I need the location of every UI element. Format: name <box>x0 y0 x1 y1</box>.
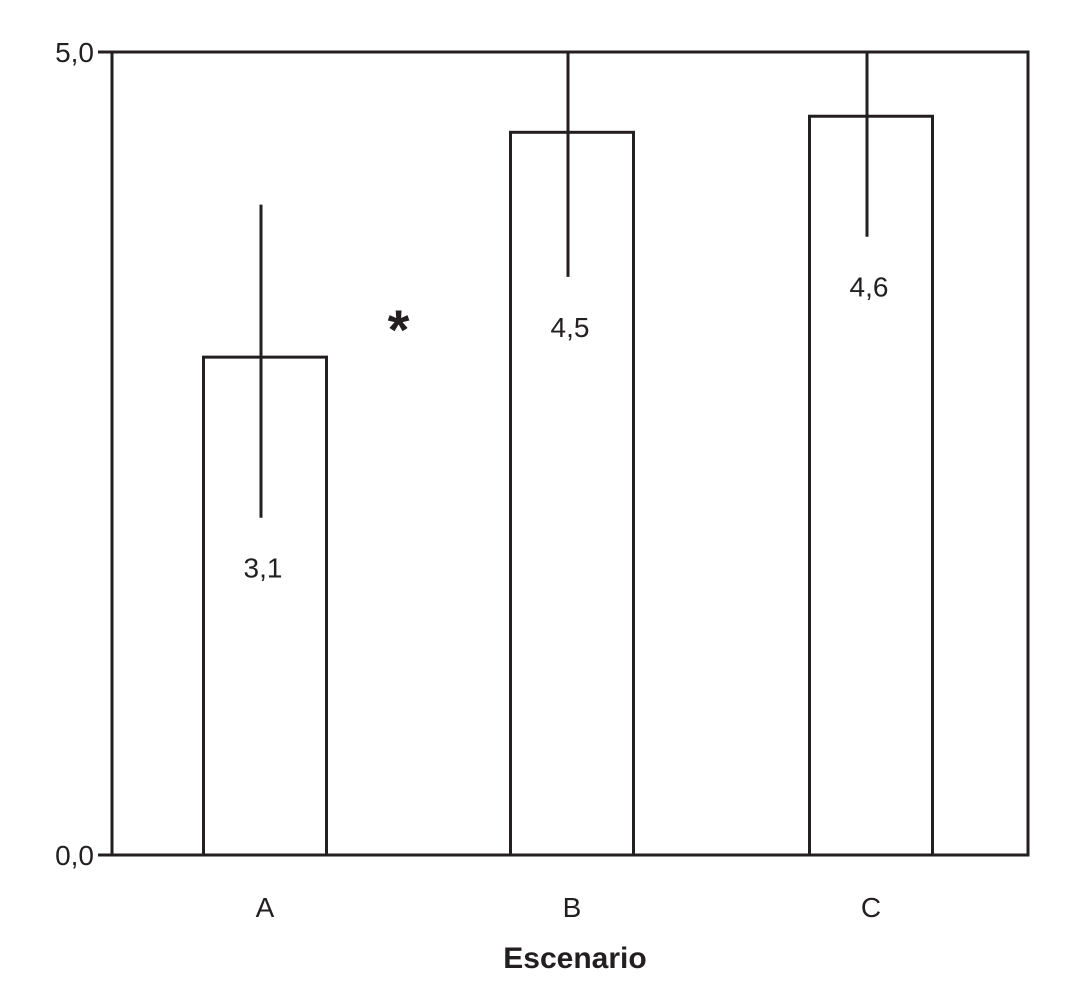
y-tick-label: 0,0 <box>55 840 94 871</box>
bars <box>202 114 934 857</box>
bar-b <box>509 130 635 857</box>
significance-asterisk: * <box>388 298 410 361</box>
bar-a <box>202 355 328 857</box>
y-tick-label: 5,0 <box>55 37 94 68</box>
y-axis: 0,0 5,0 <box>55 37 112 871</box>
value-labels: 3,1 4,5 4,6 <box>244 272 889 584</box>
data-label-b: 4,5 <box>551 312 590 343</box>
x-tick-label-c: C <box>861 892 881 923</box>
x-axis: A B C <box>256 892 881 923</box>
x-tick-label-a: A <box>256 892 275 923</box>
annotations: * <box>388 298 410 361</box>
error-bars <box>259 52 869 518</box>
data-label-a: 3,1 <box>244 553 283 584</box>
data-label-c: 4,6 <box>850 272 889 303</box>
x-axis-label: Escenario <box>503 942 646 975</box>
bar-c <box>808 114 934 857</box>
x-tick-label-b: B <box>563 892 582 923</box>
